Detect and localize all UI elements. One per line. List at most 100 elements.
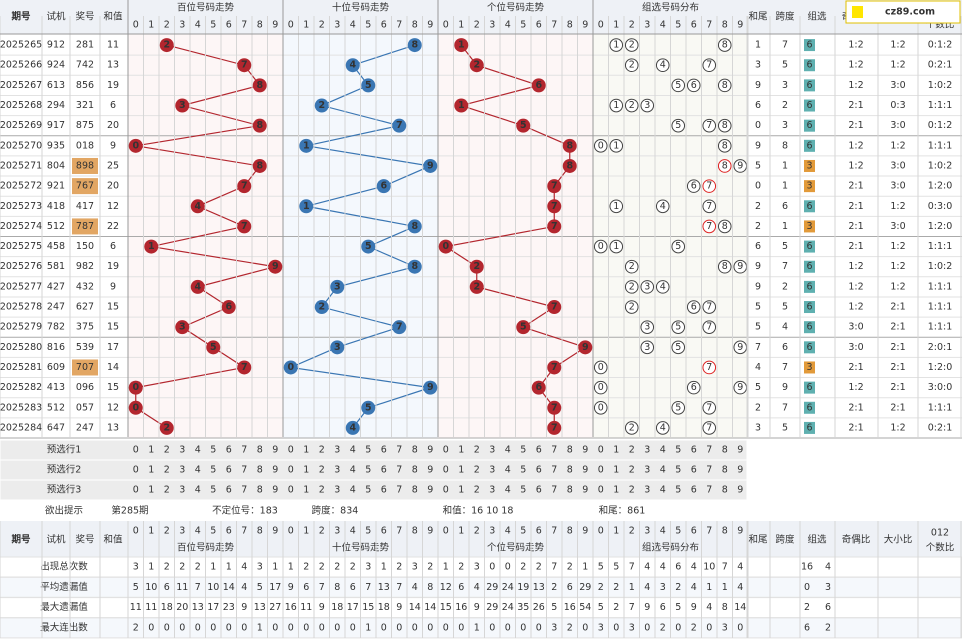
big_small: 2:1 xyxy=(890,342,905,353)
ball xyxy=(237,58,252,73)
stats-value: 11 xyxy=(300,602,312,613)
digit-header: 1 xyxy=(458,526,464,537)
digit-header: 5 xyxy=(365,20,371,31)
group-digit: 4 xyxy=(660,281,666,292)
ball xyxy=(547,219,562,234)
digit-header: 6 xyxy=(691,20,697,31)
group-digit: 5 xyxy=(675,322,681,333)
preselect-digit: 3 xyxy=(489,465,495,476)
mod3: 1:2:0 xyxy=(928,362,953,373)
group-circle xyxy=(671,118,686,133)
ball-digit: 1 xyxy=(458,100,465,111)
ball-digit: 7 xyxy=(551,422,558,433)
stats-value: 9 xyxy=(319,602,325,613)
span: 5 xyxy=(782,241,788,252)
group-circle xyxy=(702,421,717,435)
preselect-digit: 7 xyxy=(706,445,712,456)
group-digit: 0 xyxy=(598,382,604,393)
stats-value: 1 xyxy=(210,562,216,573)
digit-header: 3 xyxy=(334,20,340,31)
span: 6 xyxy=(782,201,788,212)
span: 7 xyxy=(782,261,788,272)
group-digit: 9 xyxy=(737,160,743,171)
ball xyxy=(128,400,143,415)
stats-value: 18 xyxy=(331,602,343,613)
group-digit: 5 xyxy=(675,402,681,413)
group-type: 6 xyxy=(806,201,812,212)
ball-digit: 2 xyxy=(318,100,325,111)
group-circle xyxy=(593,400,608,415)
preselect-digit: 9 xyxy=(737,445,743,456)
digit-header: 4 xyxy=(660,20,666,31)
mod3: 1:1:1 xyxy=(928,302,953,313)
digit-header: 6 xyxy=(381,20,387,31)
trial: 581 xyxy=(47,261,65,272)
stats-label: 最大遗漏值 xyxy=(40,601,88,613)
ball xyxy=(531,78,546,93)
odd_even: 1:2 xyxy=(848,80,863,91)
group-type: 6 xyxy=(806,422,812,433)
stats-value: 4 xyxy=(660,562,666,573)
digit-header: 9 xyxy=(737,526,743,537)
digit-header: 5 xyxy=(675,20,681,31)
header-label: 期号 xyxy=(11,11,31,23)
prize: 539 xyxy=(76,342,94,353)
ball xyxy=(516,118,531,133)
digit-header: 6 xyxy=(381,526,387,537)
header-label: 奖号 xyxy=(75,534,94,546)
stats-value: 14 xyxy=(424,602,436,613)
group-digit: 6 xyxy=(691,181,697,192)
ball-digit: 4 xyxy=(194,281,201,292)
header-label: 和值 xyxy=(103,11,123,23)
preselect-digit: 3 xyxy=(334,465,340,476)
stats-value: 1 xyxy=(272,562,278,573)
group-circle xyxy=(593,360,608,375)
group-digit: 3 xyxy=(644,322,650,333)
group-circle xyxy=(655,280,670,294)
digit-header: 8 xyxy=(412,526,418,537)
stats-value: 1 xyxy=(365,622,371,633)
ball xyxy=(221,300,236,315)
group-box xyxy=(804,381,815,394)
group-digit: 1 xyxy=(613,40,619,51)
prize: 096 xyxy=(76,382,94,393)
preselect-digit: 7 xyxy=(241,485,247,496)
ball-digit: 5 xyxy=(365,402,372,413)
ball-digit: 7 xyxy=(241,221,248,232)
ball-digit: 6 xyxy=(225,302,232,313)
stats-value: 1 xyxy=(226,562,232,573)
logo-mark xyxy=(852,6,863,18)
group-box xyxy=(804,159,815,172)
header-label: 组选 xyxy=(807,11,827,23)
digit-header: 9 xyxy=(737,20,743,31)
stats-value: 0 xyxy=(737,622,743,633)
stats-value: 10 xyxy=(207,582,219,593)
ball-digit: 9 xyxy=(427,382,434,393)
stats-value: 14 xyxy=(409,602,421,613)
trial: 247 xyxy=(47,302,65,313)
group-type: 6 xyxy=(806,281,812,292)
ball-digit: 1 xyxy=(303,140,310,151)
group-type: 6 xyxy=(806,402,812,413)
group-type: 6 xyxy=(806,322,812,333)
prize-highlight xyxy=(72,178,98,195)
preselect-digit: 4 xyxy=(195,465,201,476)
group-circle xyxy=(671,400,686,415)
prize: 767 xyxy=(76,181,94,192)
preselect-digit: 5 xyxy=(365,465,371,476)
stats-value: 20 xyxy=(176,602,188,613)
preselect-digit: 1 xyxy=(303,445,309,456)
preselect-digit: 4 xyxy=(660,485,666,496)
mod3: 1:1:1 xyxy=(928,100,953,111)
prize: 417 xyxy=(76,201,94,212)
ball-digit: 8 xyxy=(566,140,573,151)
odd_even: 1:2 xyxy=(848,160,863,171)
group-digit: 1 xyxy=(613,140,619,151)
stats-group: 6 xyxy=(804,622,810,633)
stats-value: 4 xyxy=(644,562,650,573)
stats-value: 0 xyxy=(381,622,387,633)
hint-item: 和尾：861 xyxy=(599,506,646,517)
preselect-digit: 5 xyxy=(210,465,216,476)
stats-bg xyxy=(0,617,962,639)
